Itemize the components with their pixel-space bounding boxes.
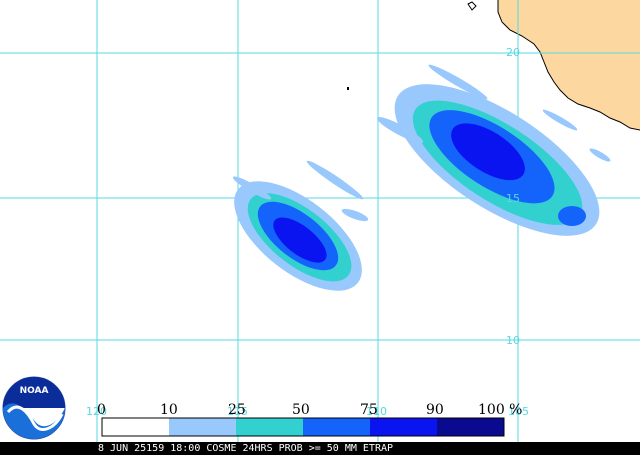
lon-label-115: 115 xyxy=(227,405,248,418)
precip-area-west xyxy=(234,181,362,291)
legend-label-75: 75 xyxy=(360,402,378,418)
legend-swatch-10 xyxy=(169,418,236,436)
legend-label-50: 50 xyxy=(292,402,310,418)
precip-area-east xyxy=(394,84,600,236)
lat-label-10: 10 xyxy=(506,334,520,347)
legend-label-0: 0 xyxy=(97,402,106,418)
small-island xyxy=(467,1,477,11)
product-caption: 8 JUN 25159 18:00 COSME 24HRS PROB >= 50… xyxy=(0,442,640,455)
legend-swatch-25 xyxy=(236,418,303,436)
noaa-logo-text: NOAA xyxy=(20,386,49,396)
noaa-logo: NOAA xyxy=(2,376,66,440)
lon-label-105: 105 xyxy=(508,405,529,418)
lon-label-120: 120 xyxy=(86,405,107,418)
band-50-east-tail xyxy=(558,206,586,226)
coastline xyxy=(497,0,640,131)
precip-streaks-east xyxy=(376,64,611,162)
legend-border xyxy=(101,417,505,437)
band-75-east xyxy=(451,123,525,181)
legend-label-100: 100 % xyxy=(478,402,522,418)
legend-label-25: 25 xyxy=(228,402,246,418)
legend-swatch-0 xyxy=(102,418,169,436)
lon-label-110: 110 xyxy=(366,405,387,418)
legend-swatch-75 xyxy=(370,418,437,436)
lat-lon-grid xyxy=(0,0,640,442)
legend-scale: 0 10 25 50 75 90 100 % xyxy=(97,402,522,437)
land-mass xyxy=(498,0,640,130)
lat-label-15: 15 xyxy=(506,192,520,205)
legend-swatch-50 xyxy=(303,418,370,436)
legend-swatch-90 xyxy=(437,418,504,436)
lat-label-20: 20 xyxy=(506,46,520,59)
band-75-west xyxy=(273,217,327,263)
legend-label-90: 90 xyxy=(426,402,444,418)
precip-streaks-west xyxy=(232,160,369,222)
legend-label-10: 10 xyxy=(160,402,178,418)
islet xyxy=(347,87,349,90)
